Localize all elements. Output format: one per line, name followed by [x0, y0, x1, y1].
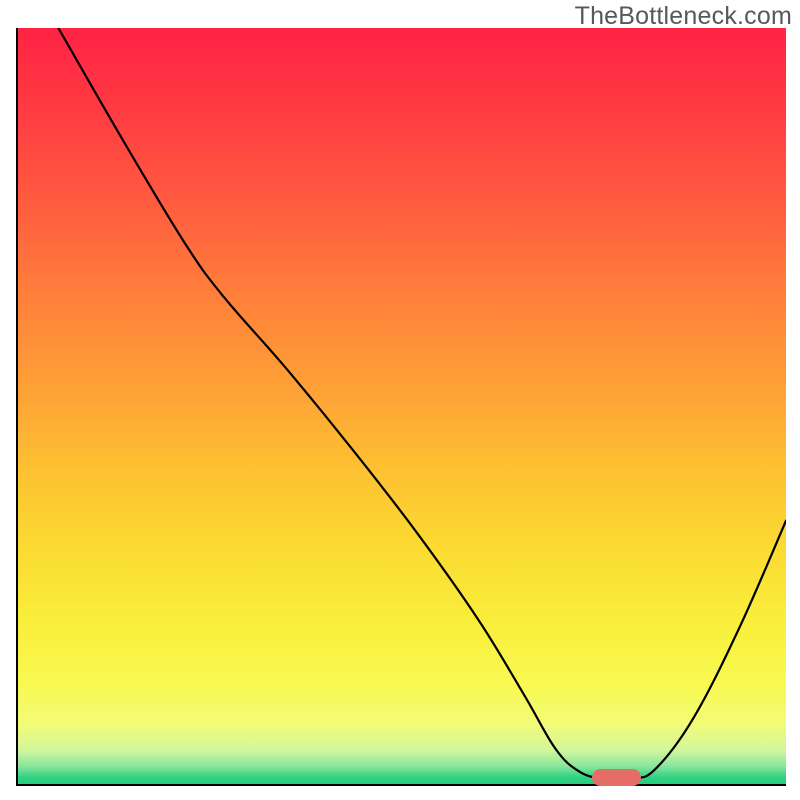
chart-svg — [16, 28, 786, 786]
stage: TheBottleneck.com — [0, 0, 800, 800]
watermark-text: TheBottleneck.com — [575, 2, 792, 31]
chart-background — [17, 28, 786, 785]
optimal-marker — [592, 769, 641, 786]
plot-area — [16, 28, 786, 786]
